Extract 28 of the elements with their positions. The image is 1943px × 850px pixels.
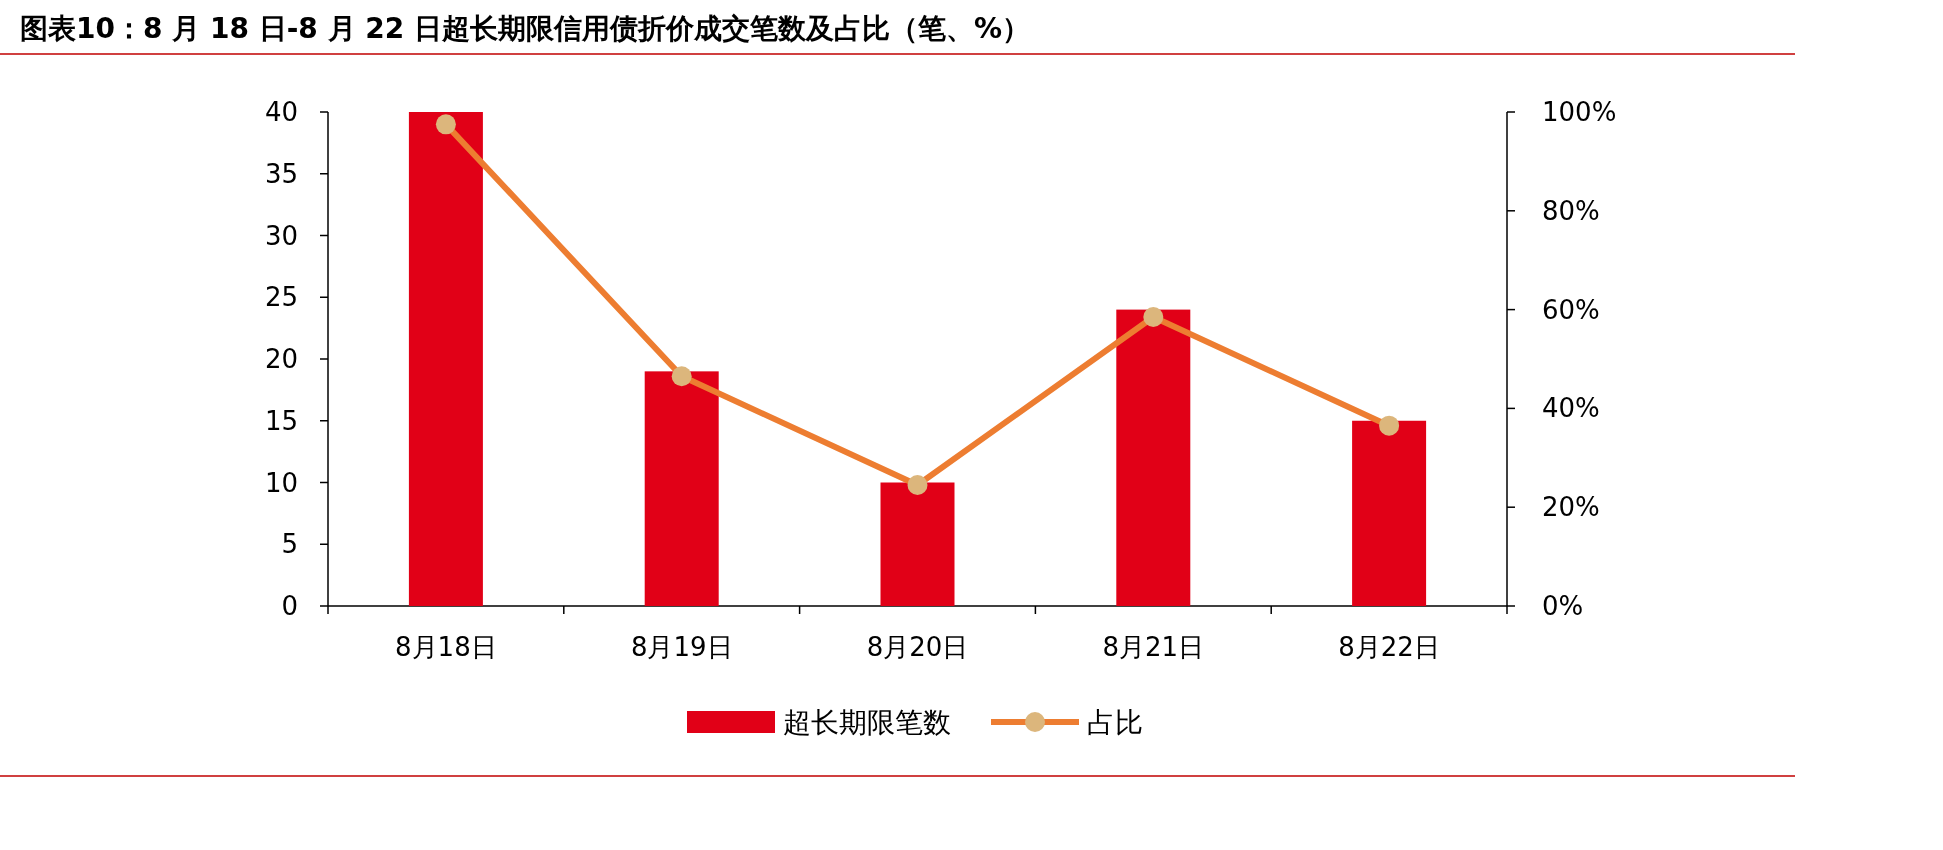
bar	[1116, 309, 1191, 606]
chart-title: 图表10：8 月 18 日-8 月 22 日超长期限信用债折价成交笔数及占比（笔、%）	[20, 12, 1031, 45]
y-tick-label: 10	[264, 467, 298, 498]
x-tick-label: 8月22日	[1338, 632, 1440, 662]
y-tick-label: 35	[264, 158, 298, 189]
y-tick-label: 5	[281, 529, 298, 560]
y2-tick-label: 60%	[1542, 294, 1600, 325]
y-tick-label: 15	[264, 405, 298, 436]
y-tick-label: 0	[281, 591, 298, 621]
y-tick-label: 25	[264, 282, 298, 313]
bar	[880, 482, 955, 606]
bar	[644, 371, 719, 606]
bar	[1352, 420, 1427, 606]
legend-label: 占比	[1087, 706, 1143, 739]
y-tick-label: 40	[264, 97, 298, 127]
x-tick-label: 8月19日	[630, 632, 733, 662]
bar	[408, 112, 483, 606]
y2-tick-label: 80%	[1542, 195, 1600, 226]
legend-label: 超长期限笔数	[783, 706, 951, 739]
y2-tick-label: 40%	[1542, 393, 1600, 424]
y2-tick-label: 20%	[1542, 492, 1600, 523]
x-tick-label: 8月21日	[1102, 632, 1205, 662]
y-tick-label: 20	[264, 344, 298, 374]
y2-tick-label: 0%	[1542, 591, 1584, 621]
y2-tick-label: 100%	[1542, 97, 1617, 127]
x-tick-label: 8月20日	[866, 632, 969, 662]
x-tick-label: 8月18日	[395, 632, 497, 662]
y-tick-label: 30	[264, 220, 298, 251]
